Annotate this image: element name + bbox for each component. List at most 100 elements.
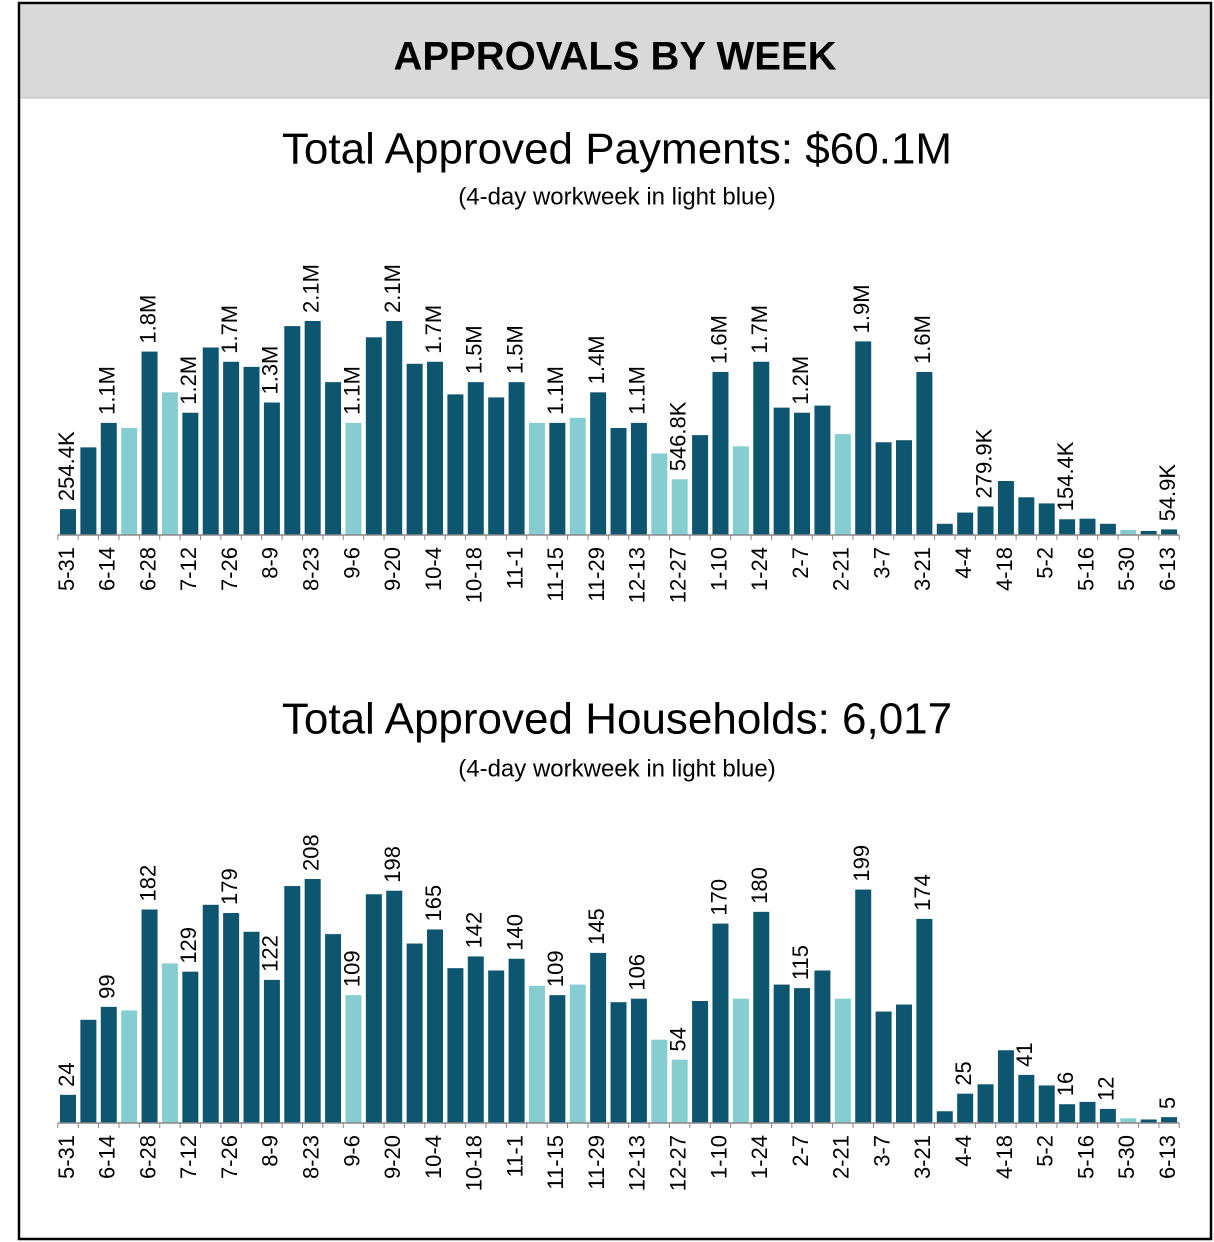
bar [121, 428, 138, 535]
value-label: 115 [788, 945, 813, 980]
value-label: 199 [849, 845, 874, 882]
x-tick-label: 12-13 [625, 547, 650, 603]
bar [855, 889, 872, 1123]
bar [447, 394, 464, 535]
bar [692, 1001, 709, 1123]
x-tick-label: 5-31 [54, 547, 79, 591]
x-tick-label: 3-7 [869, 1135, 894, 1167]
x-tick-label: 6-13 [1155, 1135, 1180, 1179]
bar [977, 506, 994, 535]
x-tick-label: 1-24 [747, 547, 772, 591]
x-tick-label: 5-2 [1033, 1135, 1058, 1167]
value-label: 1.7M [421, 305, 446, 354]
value-label: 2.1M [298, 264, 323, 313]
bar [1099, 1108, 1116, 1123]
bar [1059, 1104, 1076, 1123]
bar [141, 351, 158, 535]
value-label: 16 [1053, 1072, 1078, 1096]
bar [997, 1050, 1014, 1123]
value-label: 5 [1155, 1097, 1180, 1109]
x-tick-label: 4-4 [951, 1135, 976, 1167]
value-label: 1.7M [217, 305, 242, 354]
bar [406, 363, 423, 535]
value-label: 1.2M [176, 356, 201, 405]
value-label: 170 [706, 879, 731, 916]
bar [141, 909, 158, 1123]
bar [161, 963, 178, 1123]
x-tick-label: 12-27 [666, 1135, 691, 1191]
bar [651, 1039, 668, 1123]
bar [1038, 1085, 1055, 1123]
bar [732, 998, 749, 1123]
bar [202, 347, 219, 535]
x-tick-label: 6-13 [1155, 547, 1180, 591]
bar [549, 422, 566, 535]
x-tick-label: 10-4 [421, 547, 446, 591]
bar [875, 442, 892, 535]
bar [427, 361, 444, 535]
x-tick-label: 6-14 [95, 1135, 120, 1179]
value-label: 106 [625, 954, 650, 991]
x-tick-label: 3-7 [869, 547, 894, 579]
x-tick-label: 5-2 [1033, 547, 1058, 579]
x-tick-label: 8-9 [258, 547, 283, 579]
value-label: 165 [421, 885, 446, 922]
bar [284, 886, 301, 1123]
bar [651, 453, 668, 535]
bar [202, 904, 219, 1123]
bar [100, 1006, 117, 1123]
value-label: 122 [258, 935, 283, 972]
value-label: 41 [1012, 1042, 1037, 1066]
bar [325, 382, 342, 535]
chart-title: Total Approved Households: 6,017 [282, 695, 952, 744]
bar [1120, 529, 1137, 535]
x-tick-label: 9-20 [380, 1135, 405, 1179]
bar [263, 979, 280, 1123]
bar [1038, 503, 1055, 535]
bar [1018, 1074, 1035, 1123]
value-label: 1.7M [747, 305, 772, 354]
x-tick-label: 5-16 [1073, 1135, 1098, 1179]
bar [692, 435, 709, 535]
value-label: 1.4M [584, 335, 609, 384]
value-label: 179 [217, 868, 242, 905]
bar [794, 412, 811, 535]
bar [263, 402, 280, 535]
bar [304, 321, 321, 535]
bar [997, 480, 1014, 535]
x-tick-label: 4-4 [951, 547, 976, 579]
bar [549, 995, 566, 1123]
x-tick-label: 5-30 [1114, 1135, 1139, 1179]
bar [223, 361, 240, 535]
x-tick-label: 2-21 [829, 1135, 854, 1179]
value-label: 2.1M [380, 264, 405, 313]
x-tick-label: 4-18 [992, 547, 1017, 591]
bar [488, 397, 505, 535]
bar [569, 417, 586, 535]
bar [121, 1010, 138, 1123]
bar [569, 984, 586, 1123]
bar [957, 1093, 974, 1123]
x-tick-label: 10-4 [421, 1135, 446, 1179]
x-tick-label: 7-12 [176, 1135, 201, 1179]
value-label: 1.3M [258, 346, 283, 395]
value-label: 1.9M [849, 284, 874, 333]
x-tick-label: 3-21 [910, 547, 935, 591]
x-tick-label: 2-21 [829, 547, 854, 591]
bar [712, 923, 729, 1123]
x-tick-label: 12-13 [625, 1135, 650, 1191]
bar [1059, 519, 1076, 535]
value-label: 279.9K [971, 428, 996, 498]
value-label: 1.8M [135, 295, 160, 344]
bar [304, 879, 321, 1123]
value-label: 208 [298, 834, 323, 871]
value-label: 12 [1094, 1076, 1119, 1100]
bar [794, 988, 811, 1123]
bar [875, 1011, 892, 1123]
x-tick-label: 6-14 [95, 547, 120, 591]
value-label: 140 [502, 914, 527, 951]
bar [855, 341, 872, 535]
bar [243, 366, 260, 535]
chart-subtitle: (4-day workweek in light blue) [458, 755, 775, 782]
bar [590, 392, 607, 535]
